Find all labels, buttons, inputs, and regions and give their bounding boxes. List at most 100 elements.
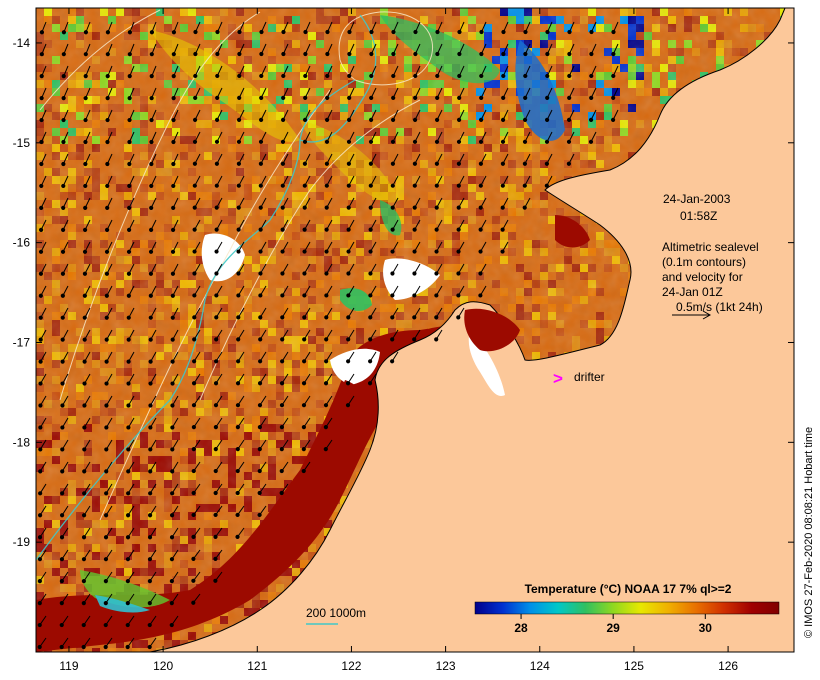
velocity-arrow-head <box>567 29 572 35</box>
velocity-arrow-head <box>125 579 130 584</box>
velocity-arrow-head <box>38 271 44 276</box>
velocity-arrow-head <box>213 425 218 430</box>
velocity-arrow-head <box>545 51 550 57</box>
velocity-arrow-head <box>105 30 111 35</box>
velocity-arrow-head <box>105 117 110 123</box>
velocity-arrow-head <box>257 512 262 518</box>
velocity-arrow-head <box>169 535 175 540</box>
velocity-arrow-head <box>412 227 417 232</box>
velocity-arrow-head <box>236 359 241 364</box>
velocity-arrow-head <box>103 535 109 540</box>
velocity-arrow-head <box>149 117 154 123</box>
velocity-arrow-head <box>369 29 374 35</box>
colorbar-title: Temperature (°C) NOAA 17 7% ql>=2 <box>525 582 732 596</box>
bathymetry-legend-label: 200 1000m <box>306 606 366 620</box>
velocity-arrow-head <box>104 469 109 474</box>
velocity-arrow-head <box>170 403 175 408</box>
velocity-arrow-head <box>346 359 351 364</box>
velocity-arrow-head <box>60 425 65 430</box>
velocity-arrow-head <box>259 29 264 35</box>
velocity-arrow-head <box>280 183 285 188</box>
velocity-arrow-head <box>213 490 218 496</box>
lon-tick-label: 120 <box>153 659 173 673</box>
velocity-arrow-head <box>566 117 572 122</box>
velocity-arrow-head <box>303 29 308 35</box>
velocity-arrow-head <box>235 403 241 408</box>
velocity-arrow-head <box>390 293 395 298</box>
velocity-arrow-head <box>148 425 153 430</box>
velocity-arrow-head <box>214 161 220 166</box>
velocity-arrow-head <box>301 381 307 386</box>
lat-tick-label: -14 <box>13 36 31 50</box>
velocity-arrow-head <box>105 52 110 57</box>
velocity-arrow-head <box>456 161 462 166</box>
velocity-arrow-head <box>611 73 616 79</box>
velocity-arrow-head <box>412 293 417 298</box>
velocity-arrow-head <box>368 139 374 144</box>
velocity-arrow-head <box>127 183 132 189</box>
velocity-arrow-head <box>213 381 219 386</box>
velocity-arrow-head <box>61 139 66 145</box>
velocity-arrow-head <box>103 513 109 518</box>
velocity-arrow-head <box>104 249 110 254</box>
velocity-arrow-head <box>522 161 528 166</box>
velocity-arrow-head <box>501 51 506 57</box>
velocity-arrow-head <box>61 95 66 101</box>
velocity-arrow-head <box>104 425 109 430</box>
colorbar-tick-label: 28 <box>514 621 528 635</box>
velocity-arrow-head <box>214 117 220 122</box>
velocity-arrow-head <box>81 622 86 628</box>
velocity-arrow-head <box>104 337 109 342</box>
velocity-arrow-head <box>236 205 241 210</box>
velocity-arrow-head <box>127 95 132 101</box>
velocity-arrow-head <box>478 161 484 166</box>
velocity-arrow-head <box>281 95 286 100</box>
velocity-arrow-head <box>302 227 307 232</box>
velocity-arrow-head <box>324 293 329 298</box>
velocity-arrow-head <box>60 469 65 474</box>
velocity-arrow-head <box>60 337 65 342</box>
velocity-arrow-head <box>567 51 572 57</box>
velocity-arrow-head <box>390 183 395 188</box>
velocity-arrow-head <box>281 29 286 35</box>
velocity-arrow-head <box>279 446 284 452</box>
velocity-arrow-head <box>457 95 462 100</box>
velocity-arrow-head <box>368 249 373 254</box>
velocity-arrow-head <box>82 447 87 452</box>
velocity-arrow-head <box>83 161 88 167</box>
velocity-arrow-head <box>37 622 42 628</box>
velocity-arrow-head <box>126 381 131 386</box>
velocity-arrow-head <box>323 381 329 386</box>
velocity-arrow-head <box>279 403 285 408</box>
velocity-arrow-head <box>127 52 132 57</box>
velocity-arrow-head <box>391 95 396 100</box>
velocity-arrow-head <box>369 73 374 79</box>
velocity-arrow-head <box>390 359 395 364</box>
velocity-arrow-head <box>214 271 219 276</box>
velocity-arrow-head <box>105 161 110 167</box>
velocity-arrow-head <box>390 249 395 254</box>
velocity-arrow-head <box>38 381 43 386</box>
velocity-arrow-head <box>104 491 109 496</box>
imos-credit: © IMOS 27-Feb-2020 08:08:21 Hobart time <box>803 427 815 638</box>
velocity-arrow-head <box>105 74 110 79</box>
cloud-patch <box>201 233 245 282</box>
velocity-arrow-head <box>347 73 352 79</box>
velocity-arrow-head <box>82 403 87 408</box>
velocity-arrow-head <box>457 73 462 79</box>
velocity-arrow-head <box>191 490 196 496</box>
velocity-arrow-head <box>59 600 64 606</box>
velocity-arrow-head <box>191 578 196 583</box>
velocity-arrow-head <box>126 469 131 474</box>
velocity-arrow-head <box>148 249 154 254</box>
velocity-arrow-head <box>302 337 307 342</box>
velocity-arrow-head <box>171 117 176 123</box>
velocity-arrow-head <box>61 227 66 232</box>
velocity-arrow-head <box>236 227 241 232</box>
velocity-arrow-head <box>368 293 373 298</box>
velocity-arrow-head <box>302 183 307 188</box>
velocity-arrow-head <box>149 227 154 232</box>
velocity-arrow-head <box>192 205 197 210</box>
velocity-arrow-head <box>413 29 418 35</box>
